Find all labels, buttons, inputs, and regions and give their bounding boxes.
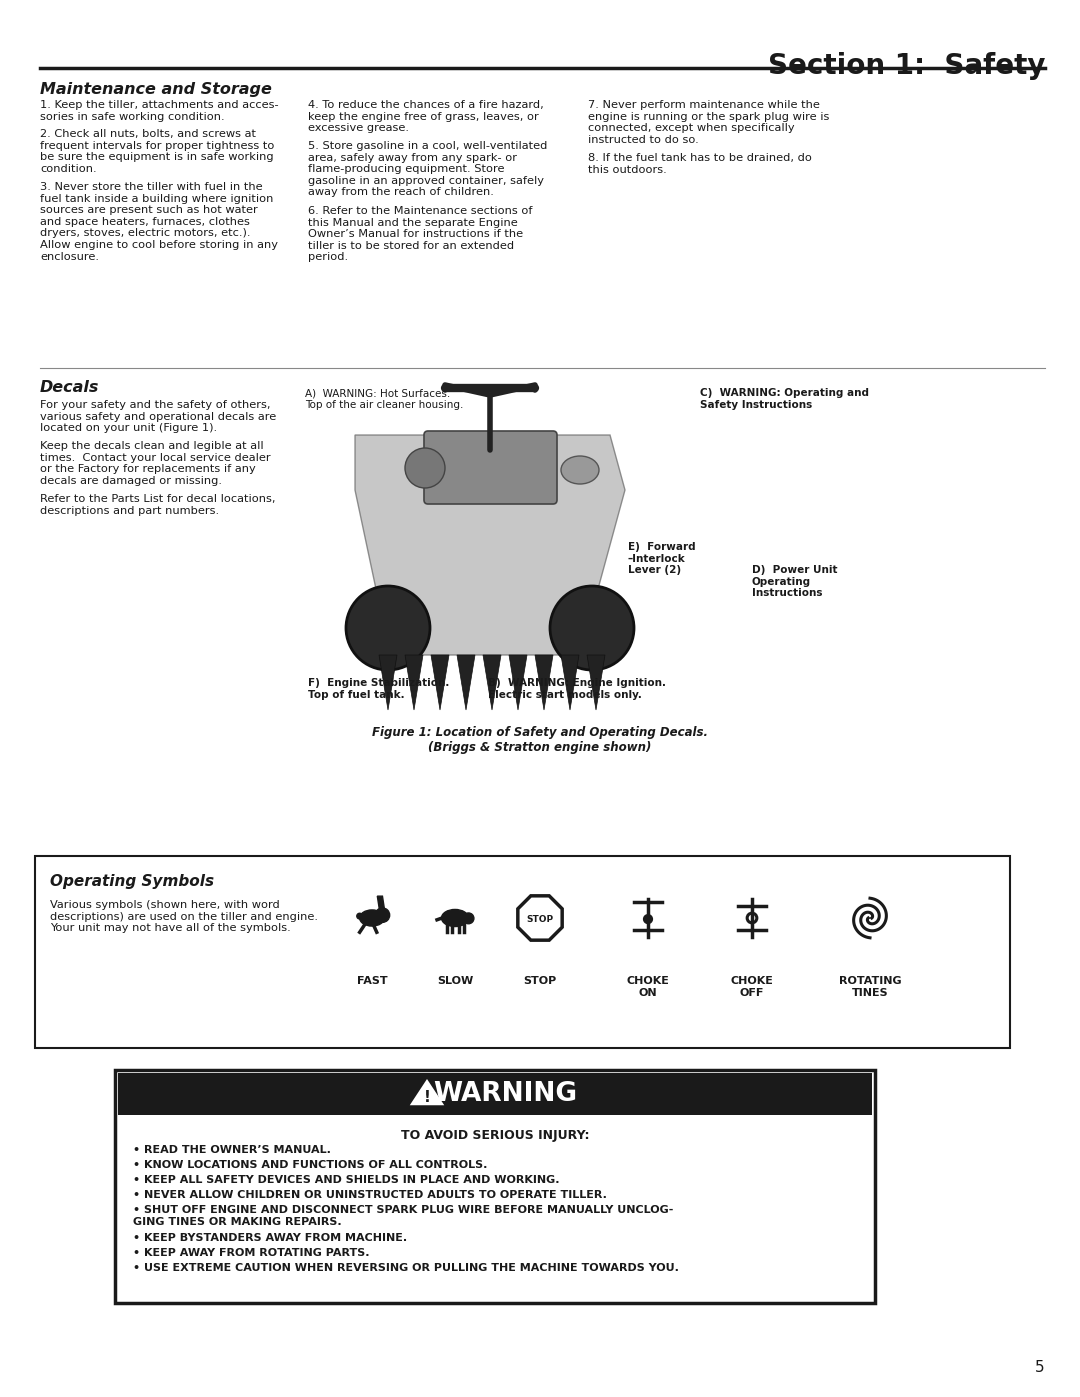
Text: B)  WARNING: Engine Ignition.
Electric start models only.: B) WARNING: Engine Ignition. Electric st… bbox=[488, 678, 666, 700]
FancyBboxPatch shape bbox=[35, 856, 1010, 1048]
Text: • KEEP ALL SAFETY DEVICES AND SHIELDS IN PLACE AND WORKING.: • KEEP ALL SAFETY DEVICES AND SHIELDS IN… bbox=[133, 1175, 559, 1185]
Polygon shape bbox=[355, 434, 625, 655]
FancyBboxPatch shape bbox=[424, 432, 557, 504]
Text: E)  Forward
–Interlock
Lever (2): E) Forward –Interlock Lever (2) bbox=[627, 542, 696, 576]
Text: • SHUT OFF ENGINE AND DISCONNECT SPARK PLUG WIRE BEFORE MANUALLY UNCLOG-
GING TI: • SHUT OFF ENGINE AND DISCONNECT SPARK P… bbox=[133, 1206, 673, 1227]
Text: Various symbols (shown here, with word
descriptions) are used on the tiller and : Various symbols (shown here, with word d… bbox=[50, 900, 318, 933]
Text: D)  Power Unit
Operating
Instructions: D) Power Unit Operating Instructions bbox=[752, 564, 837, 598]
Polygon shape bbox=[483, 655, 501, 710]
Text: TO AVOID SERIOUS INJURY:: TO AVOID SERIOUS INJURY: bbox=[401, 1129, 590, 1141]
Text: 6. Refer to the Maintenance sections of
this Manual and the separate Engine
Owne: 6. Refer to the Maintenance sections of … bbox=[308, 205, 532, 263]
Polygon shape bbox=[377, 895, 384, 908]
Text: Refer to the Parts List for decal locations,
descriptions and part numbers.: Refer to the Parts List for decal locati… bbox=[40, 495, 275, 515]
Text: ROTATING
TINES: ROTATING TINES bbox=[839, 977, 902, 997]
Text: CHOKE
ON: CHOKE ON bbox=[626, 977, 670, 997]
Polygon shape bbox=[509, 655, 527, 710]
Text: FAST: FAST bbox=[356, 977, 388, 986]
Text: SLOW: SLOW bbox=[437, 977, 473, 986]
Polygon shape bbox=[517, 895, 563, 940]
Polygon shape bbox=[379, 655, 397, 710]
Text: • KEEP BYSTANDERS AWAY FROM MACHINE.: • KEEP BYSTANDERS AWAY FROM MACHINE. bbox=[133, 1234, 407, 1243]
Text: • READ THE OWNER’S MANUAL.: • READ THE OWNER’S MANUAL. bbox=[133, 1146, 330, 1155]
Text: C)  WARNING: Operating and
Safety Instructions: C) WARNING: Operating and Safety Instruc… bbox=[700, 388, 869, 409]
Text: 5: 5 bbox=[1036, 1361, 1045, 1375]
Text: For your safety and the safety of others,
various safety and operational decals : For your safety and the safety of others… bbox=[40, 400, 276, 433]
Text: 4. To reduce the chances of a fire hazard,
keep the engine free of grass, leaves: 4. To reduce the chances of a fire hazar… bbox=[308, 101, 543, 133]
Circle shape bbox=[405, 448, 445, 488]
FancyBboxPatch shape bbox=[118, 1073, 872, 1115]
Text: • KEEP AWAY FROM ROTATING PARTS.: • KEEP AWAY FROM ROTATING PARTS. bbox=[133, 1248, 369, 1259]
Text: 8. If the fuel tank has to be drained, do
this outdoors.: 8. If the fuel tank has to be drained, d… bbox=[588, 154, 812, 175]
Text: Decals: Decals bbox=[40, 380, 99, 395]
Ellipse shape bbox=[561, 455, 599, 483]
FancyBboxPatch shape bbox=[114, 1070, 875, 1303]
Text: 2. Check all nuts, bolts, and screws at
frequent intervals for proper tightness : 2. Check all nuts, bolts, and screws at … bbox=[40, 129, 274, 173]
Ellipse shape bbox=[360, 909, 384, 926]
Ellipse shape bbox=[442, 909, 469, 926]
Text: 3. Never store the tiller with fuel in the
fuel tank inside a building where ign: 3. Never store the tiller with fuel in t… bbox=[40, 182, 278, 261]
Text: Operating Symbols: Operating Symbols bbox=[50, 875, 214, 888]
Circle shape bbox=[375, 908, 390, 922]
Polygon shape bbox=[535, 655, 553, 710]
Text: Keep the decals clean and legible at all
times.  Contact your local service deal: Keep the decals clean and legible at all… bbox=[40, 441, 271, 486]
Circle shape bbox=[550, 585, 634, 671]
Text: Maintenance and Storage: Maintenance and Storage bbox=[40, 82, 272, 96]
Text: 1. Keep the tiller, attachments and acces-
sories in safe working condition.: 1. Keep the tiller, attachments and acce… bbox=[40, 101, 279, 122]
Text: !: ! bbox=[423, 1091, 431, 1105]
Text: F)  Engine Stabilization.
Top of fuel tank.: F) Engine Stabilization. Top of fuel tan… bbox=[308, 678, 449, 700]
Text: A)  WARNING: Hot Surfaces.
Top of the air cleaner housing.: A) WARNING: Hot Surfaces. Top of the air… bbox=[305, 388, 463, 409]
Text: • NEVER ALLOW CHILDREN OR UNINSTRUCTED ADULTS TO OPERATE TILLER.: • NEVER ALLOW CHILDREN OR UNINSTRUCTED A… bbox=[133, 1190, 607, 1200]
Text: Figure 1: Location of Safety and Operating Decals.
(Briggs & Stratton engine sho: Figure 1: Location of Safety and Operati… bbox=[372, 726, 708, 754]
Polygon shape bbox=[457, 655, 475, 710]
Polygon shape bbox=[405, 655, 423, 710]
Circle shape bbox=[463, 914, 474, 923]
Text: CHOKE
OFF: CHOKE OFF bbox=[730, 977, 773, 997]
Text: • KNOW LOCATIONS AND FUNCTIONS OF ALL CONTROLS.: • KNOW LOCATIONS AND FUNCTIONS OF ALL CO… bbox=[133, 1160, 487, 1171]
Polygon shape bbox=[409, 1078, 444, 1105]
Polygon shape bbox=[588, 655, 605, 710]
Circle shape bbox=[346, 585, 430, 671]
Circle shape bbox=[356, 914, 363, 919]
Polygon shape bbox=[431, 655, 449, 710]
Text: WARNING: WARNING bbox=[433, 1081, 577, 1106]
Text: STOP: STOP bbox=[524, 977, 556, 986]
Text: 7. Never perform maintenance while the
engine is running or the spark plug wire : 7. Never perform maintenance while the e… bbox=[588, 101, 829, 145]
Text: 5. Store gasoline in a cool, well-ventilated
area, safely away from any spark- o: 5. Store gasoline in a cool, well-ventil… bbox=[308, 141, 548, 197]
Circle shape bbox=[747, 914, 757, 923]
Polygon shape bbox=[561, 655, 579, 710]
Text: Section 1:  Safety: Section 1: Safety bbox=[768, 52, 1045, 80]
Text: • USE EXTREME CAUTION WHEN REVERSING OR PULLING THE MACHINE TOWARDS YOU.: • USE EXTREME CAUTION WHEN REVERSING OR … bbox=[133, 1263, 679, 1273]
Text: STOP: STOP bbox=[526, 915, 554, 923]
Circle shape bbox=[644, 915, 652, 923]
